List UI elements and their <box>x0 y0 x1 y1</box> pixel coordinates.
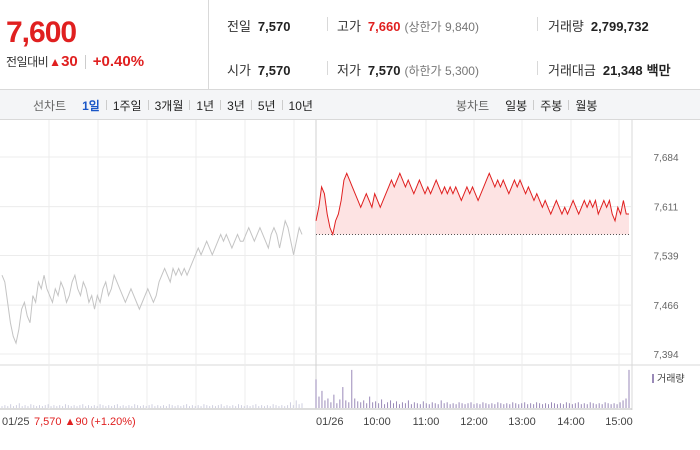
x-tick-label: 11:00 <box>413 416 440 428</box>
stat-label: 저가 <box>337 63 361 78</box>
period-1y[interactable]: 1년 <box>196 98 215 113</box>
divider <box>533 100 535 110</box>
change-row: 전일대비 ▲ 30 +0.40% <box>6 53 144 70</box>
stat-value: 7,570 <box>367 63 401 78</box>
divider <box>327 61 328 75</box>
divider <box>105 100 107 110</box>
candle-chart-periods: 봉차트 일봉 주봉 월봉 <box>456 90 603 120</box>
stat-unit: 백만 <box>646 63 671 78</box>
candle-daily[interactable]: 일봉 <box>505 98 528 113</box>
y-tick-label: 7,394 <box>653 350 678 361</box>
volume-bars: 거래량 <box>1 369 685 408</box>
current-price-box: 7,600 전일대비 ▲ 30 +0.40% <box>0 0 209 90</box>
stat-sub: (상한가 9,840) <box>404 20 479 34</box>
divider <box>220 100 222 110</box>
period-3y[interactable]: 3년 <box>227 98 245 113</box>
stat-value: 7,570 <box>257 63 291 78</box>
volume-legend-swatch <box>652 374 654 383</box>
period-1d[interactable]: 1일 <box>82 98 100 113</box>
stat-amount: 거래대금 21,348 백만 <box>548 60 671 79</box>
candle-monthly[interactable]: 월봉 <box>575 98 598 113</box>
stat-label: 거래량 <box>548 19 584 34</box>
lower-limit-label: 하한가 <box>408 64 442 78</box>
x-tick-label: 14:00 <box>557 416 585 428</box>
stat-prev-close: 전일 7,570 <box>227 16 290 35</box>
stat-value: 21,348 <box>602 63 643 78</box>
period-10y[interactable]: 10년 <box>288 98 313 113</box>
divider <box>250 100 252 110</box>
divider <box>84 54 86 69</box>
intraday-chart[interactable]: 7,684 7,611 7,539 7,466 7,394 거래량 01/25 7,570… <box>0 120 700 450</box>
stat-open: 시가 7,570 <box>227 60 290 79</box>
prev-change-value: ▲90 (+1.20%) <box>65 416 136 428</box>
stat-value: 7,570 <box>257 19 291 34</box>
divider <box>537 61 538 75</box>
prev-day-price-line <box>1 219 303 345</box>
prev-close-value: 7,570 <box>34 416 65 428</box>
line-chart-title: 선차트 <box>33 98 67 113</box>
prev-day-summary: 7,570 ▲90 (+1.20%) <box>34 416 136 428</box>
prev-day-series <box>1 219 303 345</box>
upper-limit-value: 9,840 <box>444 20 475 34</box>
period-1w[interactable]: 1주일 <box>112 98 142 113</box>
stat-label: 전일 <box>227 19 251 34</box>
candle-chart-title: 봉차트 <box>456 98 490 113</box>
today-series <box>315 171 629 237</box>
quote-header: 7,600 전일대비 ▲ 30 +0.40% 전일 7,570 고가 7,660… <box>0 0 700 90</box>
divider <box>327 17 328 31</box>
period-3m[interactable]: 3개월 <box>154 98 184 113</box>
stat-label: 거래대금 <box>548 63 596 78</box>
line-chart-periods: 선차트 1일 1주일 3개월 1년 3년 5년 10년 <box>33 90 319 120</box>
stat-volume: 거래량 2,799,732 <box>548 16 649 35</box>
change-value: 30 <box>61 53 78 70</box>
volume-legend-label: 거래량 <box>657 373 685 385</box>
upper-limit-label: 상한가 <box>408 20 442 34</box>
y-tick-label: 7,611 <box>654 203 679 214</box>
change-label: 전일대비 <box>6 55 49 69</box>
divider <box>281 100 283 110</box>
stat-sub: (하한가 5,300) <box>404 64 479 78</box>
today-date-label: 01/26 <box>316 416 344 428</box>
prev-date-label: 01/25 <box>2 416 30 428</box>
stat-label: 시가 <box>227 63 251 78</box>
y-tick-label: 7,539 <box>653 252 678 263</box>
today-price-line <box>315 171 629 237</box>
x-tick-label: 10:00 <box>363 416 391 428</box>
divider <box>537 17 538 31</box>
x-tick-label: 13:00 <box>508 416 536 428</box>
lower-limit-value: 5,300 <box>444 64 475 78</box>
y-tick-label: 7,684 <box>653 153 678 164</box>
divider <box>189 100 191 110</box>
stat-label: 고가 <box>337 19 361 34</box>
x-axis-labels: 01/25 7,570 ▲90 (+1.20%) 01/26 10:00 11:00 12… <box>2 416 633 428</box>
stat-high: 고가 7,660 (상한가 9,840) <box>337 16 479 35</box>
period-5y[interactable]: 5년 <box>257 98 276 113</box>
y-axis-labels: 7,684 7,611 7,539 7,466 7,394 <box>653 153 678 361</box>
change-percent: +0.40% <box>92 53 145 70</box>
up-triangle-icon: ▲ <box>49 54 62 69</box>
today-area-fill <box>316 173 629 235</box>
stat-value: 2,799,732 <box>590 19 649 34</box>
stat-value: 7,660 <box>367 19 401 34</box>
candle-weekly[interactable]: 주봉 <box>540 98 563 113</box>
chart-toolbar: 선차트 1일 1주일 3개월 1년 3년 5년 10년 봉차트 일봉 주봉 월봉 <box>0 90 700 120</box>
stat-low: 저가 7,570 (하한가 5,300) <box>337 60 479 79</box>
divider <box>147 100 149 110</box>
current-price: 7,600 <box>6 16 77 49</box>
x-tick-label: 15:00 <box>605 416 633 428</box>
chart-grid <box>0 120 700 410</box>
divider <box>568 100 570 110</box>
y-tick-label: 7,466 <box>653 301 678 312</box>
quote-stats: 전일 7,570 고가 7,660 (상한가 9,840) 거래량 2,799,… <box>210 0 700 90</box>
x-tick-label: 12:00 <box>460 416 488 428</box>
